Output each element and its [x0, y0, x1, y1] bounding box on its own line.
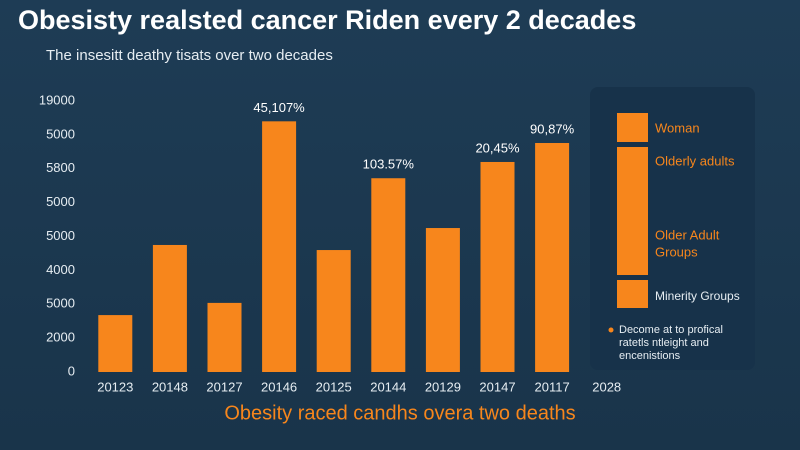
bar: [480, 161, 515, 372]
bar: [262, 121, 297, 372]
bar-annotation: 90,87%: [530, 121, 575, 136]
bar: [316, 250, 351, 372]
y-tick-label: 4000: [46, 262, 75, 277]
bar: [98, 315, 133, 372]
bar: [207, 302, 242, 372]
bar: [425, 228, 460, 372]
bar: [535, 143, 570, 372]
note-line: encenistions: [619, 350, 681, 362]
chart-title: Obesisty realsted cancer Riden every 2 d…: [18, 5, 636, 35]
x-tick-label: 20144: [370, 379, 406, 394]
x-tick-label: 20147: [479, 379, 515, 394]
legend-swatch: [617, 280, 648, 308]
x-tick-label: 20148: [152, 379, 188, 394]
y-tick-label: 19000: [39, 92, 75, 107]
x-tick-label: 20125: [316, 379, 352, 394]
bar-annotation: 45,107%: [253, 100, 305, 115]
y-tick-label: 5000: [46, 194, 75, 209]
legend-label: Minerity Groups: [655, 289, 740, 303]
y-tick-label: 5000: [46, 296, 75, 311]
x-tick-label: 20129: [425, 379, 461, 394]
legend-label: Older Adult: [655, 227, 720, 242]
x-tick-label: 20123: [97, 379, 133, 394]
x-tick-label: 20127: [206, 379, 242, 394]
legend-swatch: [617, 147, 648, 275]
y-tick-label: 5000: [46, 126, 75, 141]
chart-subtitle: The insesitt deathy tisats over two deca…: [46, 47, 333, 64]
legend-swatch: [617, 113, 648, 142]
x-tick-label: 20117: [535, 379, 570, 394]
x-tick-label: 2028: [592, 379, 621, 394]
x-tick-label: 20146: [261, 379, 297, 394]
note-bullet: [608, 327, 614, 333]
note-line: Decome at to profical: [619, 324, 723, 336]
bar: [371, 178, 406, 372]
y-tick-label: 5800: [46, 160, 75, 175]
y-tick-label: 5000: [46, 228, 75, 243]
legend-label: Olderly adults: [655, 153, 735, 168]
x-axis-label: Obesity raced candhs overa two deaths: [224, 402, 575, 424]
bar-annotation: 20,45%: [475, 140, 520, 155]
y-tick-label: 0: [68, 363, 75, 378]
legend-label: Woman: [655, 120, 700, 135]
note-line: ratetls ntleight and: [619, 337, 709, 349]
bar: [152, 244, 187, 372]
legend-label: Groups: [655, 244, 698, 259]
bar-annotation: 103.57%: [363, 157, 415, 172]
y-tick-label: 2000: [46, 330, 75, 345]
